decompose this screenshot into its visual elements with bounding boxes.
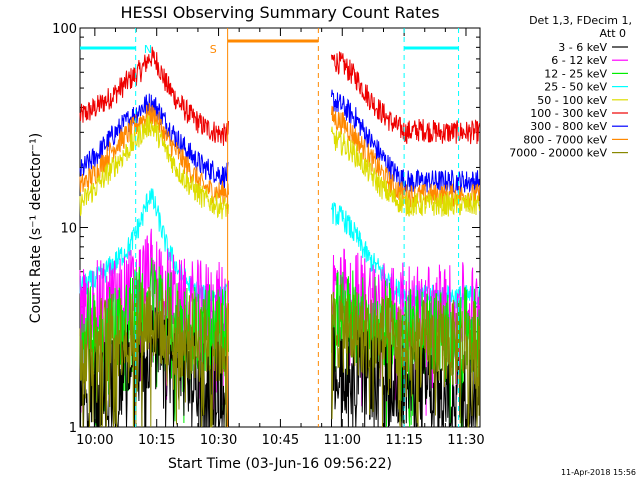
marker-label: S (210, 43, 217, 56)
chart-title: HESSI Observing Summary Count Rates (120, 3, 439, 22)
legend-entry-label: 3 - 6 keV (558, 41, 607, 54)
x-tick-label: 10:15 (138, 433, 175, 448)
legend-entry-label: 100 - 300 keV (530, 107, 607, 120)
series-line (79, 102, 480, 208)
legend-entry-label: 25 - 50 keV (544, 81, 607, 94)
x-tick-label: 11:00 (324, 433, 361, 448)
legend-header-line-2: Att 0 (600, 27, 626, 40)
x-tick-label: 11:30 (447, 433, 484, 448)
series-line (79, 114, 480, 220)
legend-entry-label: 300 - 800 keV (530, 120, 607, 133)
legend-entry-label: 12 - 25 keV (544, 67, 607, 80)
y-tick-label: 100 (52, 22, 77, 37)
legend-entry-label: 6 - 12 keV (551, 54, 607, 67)
plot-axes: 10:00 10:15 10:30 10:45 11:00 11:15 11:30 1 10 10… (52, 22, 485, 448)
legend-header-line-1: Det 1,3, FDecim 1, (529, 14, 632, 27)
x-tick-label: 10:30 (200, 433, 237, 448)
data-series (79, 46, 480, 428)
y-tick-label: 1 (69, 421, 77, 436)
series-line (79, 279, 480, 428)
x-tick-label: 10:00 (76, 433, 113, 448)
y-tick-label: 10 (60, 222, 77, 237)
series-line (79, 46, 480, 146)
footer-timestamp: 11-Apr-2018 15:56 (561, 468, 636, 477)
legend-entry-label: 800 - 7000 keV (523, 133, 607, 146)
legend-entry-label: 50 - 100 keV (537, 94, 607, 107)
legend-entry-label: 7000 - 20000 keV (509, 147, 607, 160)
x-tick-label: 10:45 (262, 433, 299, 448)
x-axis-label: Start Time (03-Jun-16 09:56:22) (168, 456, 392, 472)
marker-label: N (144, 43, 152, 56)
x-tick-label: 11:15 (385, 433, 422, 448)
series-line (79, 89, 480, 194)
y-axis-label: Count Rate (s⁻¹ detector⁻¹) (28, 133, 44, 323)
